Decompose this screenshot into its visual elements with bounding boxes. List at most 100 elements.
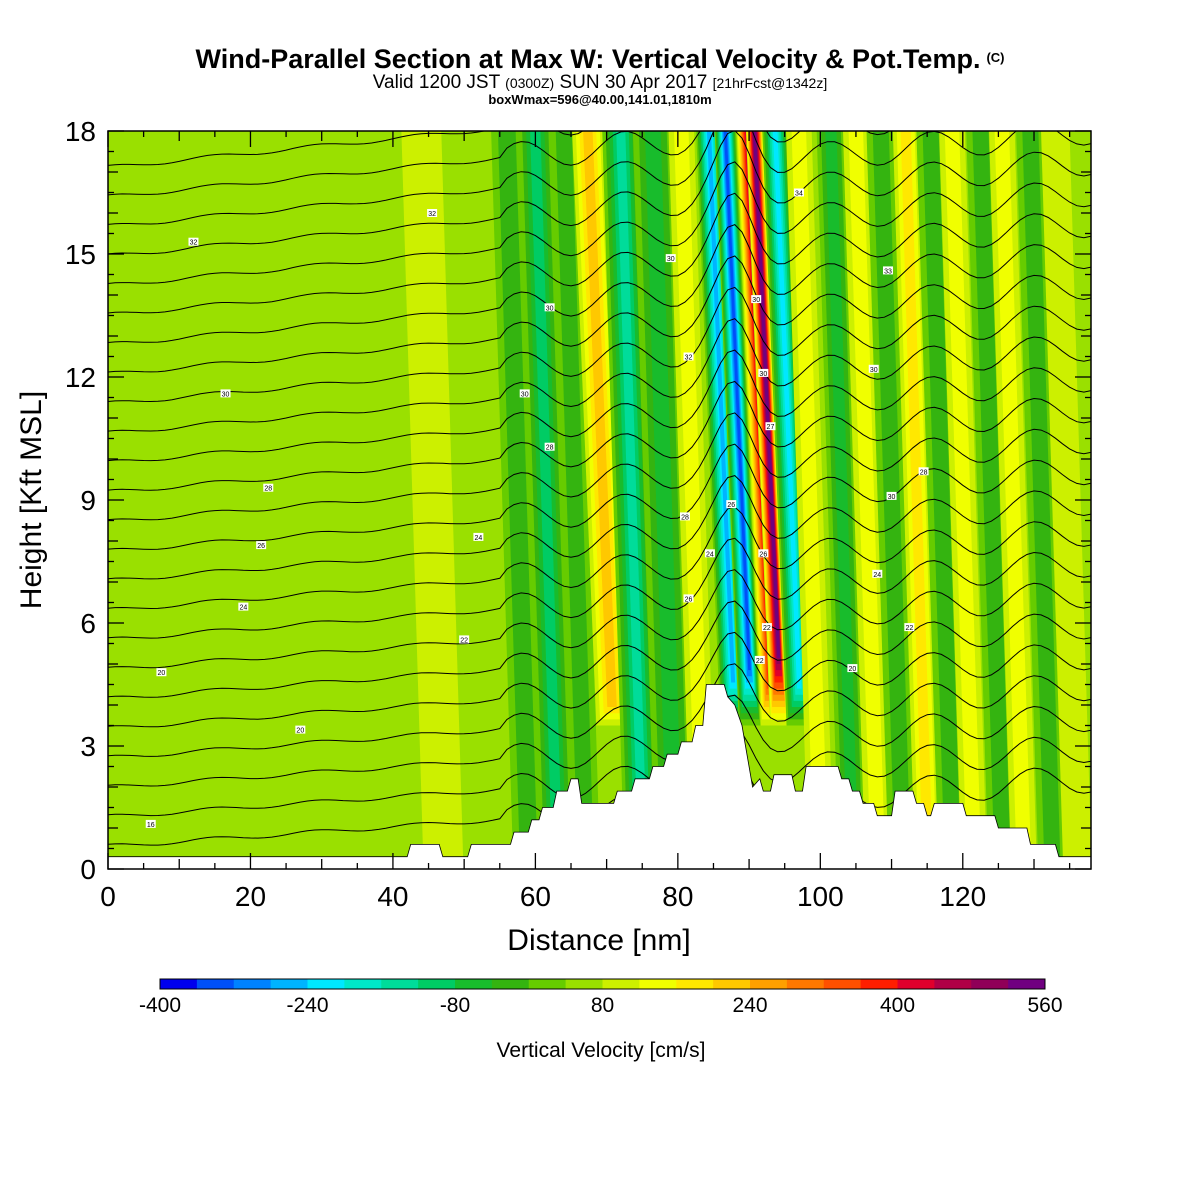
contour-label: 30 bbox=[519, 389, 530, 398]
contour-label-text: 30 bbox=[521, 391, 529, 398]
theta-contour bbox=[108, 631, 1091, 728]
colorbar-swatch bbox=[270, 979, 308, 989]
contour-label-text: 26 bbox=[257, 543, 265, 550]
contour-label-box bbox=[847, 664, 858, 673]
contour-label-text: 28 bbox=[681, 514, 689, 521]
colorbar-tick-label: -80 bbox=[440, 994, 470, 1017]
contour-label-box bbox=[238, 602, 249, 611]
theta-contour bbox=[108, 663, 1091, 757]
contour-label-box bbox=[220, 389, 231, 398]
colorbar-swatch bbox=[823, 979, 862, 989]
contour-label-box bbox=[683, 352, 694, 361]
contour-label-box bbox=[679, 512, 690, 521]
velocity-band bbox=[753, 131, 780, 652]
theta-contour bbox=[108, 380, 1091, 491]
contour-label-text: 28 bbox=[546, 445, 554, 452]
colorbar-swatch bbox=[344, 979, 382, 989]
terrain-outline bbox=[108, 684, 1091, 858]
contour-label-box bbox=[473, 532, 484, 541]
contour-label-box bbox=[882, 266, 893, 275]
velocity-band bbox=[825, 131, 859, 869]
colorbar: -400 -240 -80 80 240 400 560 bbox=[139, 978, 1063, 1017]
contour-label: 30 bbox=[886, 491, 897, 501]
theta-contour bbox=[108, 694, 1091, 787]
contour-label-text: 24 bbox=[475, 535, 483, 542]
contour-label-text: 32 bbox=[428, 211, 436, 218]
velocity-band bbox=[530, 131, 563, 869]
contour-label: 22 bbox=[761, 623, 772, 632]
x-axis-ticks: 0 20 40 60 80 100 120 bbox=[100, 131, 1071, 912]
contour-label-text: 34 bbox=[795, 191, 803, 198]
contour-label-box bbox=[544, 442, 555, 451]
theta-contour bbox=[108, 600, 1091, 698]
colorbar-swatch bbox=[860, 979, 898, 989]
contour-label-text: 30 bbox=[888, 494, 896, 501]
contour-label: 30 bbox=[868, 364, 879, 374]
contour-label-text: 22 bbox=[460, 637, 468, 644]
colorbar-tick-label: -400 bbox=[139, 994, 181, 1017]
theta-contour bbox=[108, 224, 1091, 343]
contour-label-box bbox=[188, 237, 199, 246]
contour-label-box bbox=[868, 364, 879, 373]
velocity-band bbox=[401, 131, 464, 869]
contour-label-text: 26 bbox=[759, 551, 767, 558]
velocity-band bbox=[1041, 131, 1091, 869]
contour-label: 26 bbox=[683, 594, 694, 603]
valid-time: Valid 1200 JST bbox=[372, 72, 500, 93]
colorbar-swatch bbox=[196, 979, 235, 989]
contour-label-text: 30 bbox=[752, 297, 760, 304]
y-tick-label: 9 bbox=[80, 485, 96, 516]
y-tick-label: 6 bbox=[80, 608, 96, 639]
colorbar-swatch bbox=[897, 979, 935, 989]
contour-label: 32 bbox=[683, 352, 694, 362]
contour-label-box bbox=[544, 303, 555, 312]
colorbar-swatch bbox=[160, 979, 198, 989]
colorbar-swatch bbox=[971, 979, 1009, 989]
contour-label-box bbox=[665, 254, 676, 263]
contour-label-box bbox=[256, 541, 267, 550]
contour-label-box bbox=[295, 725, 306, 734]
y-tick-label: 3 bbox=[80, 731, 96, 762]
contour-label-box bbox=[758, 549, 769, 558]
contour-label: 28 bbox=[679, 512, 690, 521]
contour-label-box bbox=[758, 368, 769, 377]
contour-label-text: 28 bbox=[920, 469, 928, 476]
velocity-band bbox=[772, 131, 802, 689]
contour-label-text: 26 bbox=[727, 502, 735, 509]
velocity-band bbox=[1022, 131, 1061, 869]
contour-label-text: 24 bbox=[239, 605, 247, 612]
contour-label-text: 28 bbox=[264, 486, 272, 493]
theta-contour bbox=[108, 131, 1091, 255]
chart-subtitle: Valid 1200 JST (0300Z) SUN 30 Apr 2017 [… bbox=[0, 72, 1200, 94]
utc-time: (0300Z) bbox=[505, 75, 555, 91]
y-tick-label: 0 bbox=[80, 854, 96, 885]
contour-label-box bbox=[263, 483, 274, 492]
contour-label-box bbox=[761, 623, 772, 632]
theta-contour bbox=[108, 192, 1091, 314]
velocity-band bbox=[644, 131, 683, 869]
contour-label-box bbox=[683, 594, 694, 603]
contour-label: 28 bbox=[918, 467, 929, 476]
valid-date: SUN 30 Apr 2017 bbox=[559, 72, 708, 93]
contour-label-box bbox=[145, 819, 156, 828]
contour-label: 30 bbox=[220, 389, 231, 398]
velocity-band bbox=[872, 131, 912, 869]
contour-label: 22 bbox=[754, 655, 765, 665]
contour-label-box bbox=[886, 491, 897, 500]
y-tick-label: 12 bbox=[65, 362, 96, 393]
contour-label-text: 20 bbox=[158, 670, 166, 677]
colorbar-label: Vertical Velocity [cm/s] bbox=[497, 1039, 706, 1062]
forecast-info: [21hrFcst@1342z] bbox=[712, 75, 828, 91]
contour-label: 26 bbox=[758, 549, 769, 558]
colorbar-swatch bbox=[455, 979, 493, 989]
contour-label-text: 24 bbox=[873, 572, 881, 579]
contour-label-box bbox=[754, 655, 765, 664]
velocity-band bbox=[706, 131, 736, 683]
contour-label-text: 30 bbox=[759, 371, 767, 378]
contour-label-text: 33 bbox=[884, 268, 892, 275]
box-wmax-info: boxWmax=596@40.00,141.01,1810m bbox=[488, 92, 712, 107]
theta-contour bbox=[108, 286, 1091, 403]
contour-label: 24 bbox=[872, 569, 883, 579]
contour-label: 27 bbox=[765, 422, 776, 431]
